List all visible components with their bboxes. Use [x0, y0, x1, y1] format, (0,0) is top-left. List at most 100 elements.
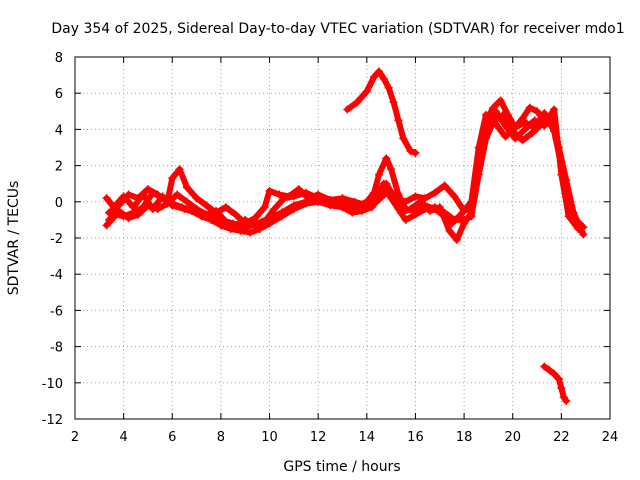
data-point	[557, 384, 566, 393]
data-point	[440, 181, 449, 190]
data-point	[124, 190, 133, 199]
data-point	[143, 201, 152, 210]
series-line	[541, 363, 570, 404]
data-point	[374, 194, 383, 203]
y-tick-label: 6	[55, 87, 63, 102]
data-point	[231, 221, 240, 230]
data-point	[557, 170, 566, 179]
data-point	[379, 74, 388, 83]
data-point	[289, 192, 298, 201]
data-point	[550, 105, 559, 114]
data-point	[294, 185, 303, 194]
data-point	[343, 105, 352, 114]
data-point	[260, 203, 269, 212]
x-tick-label: 12	[310, 430, 327, 445]
data-point	[411, 192, 420, 201]
data-point	[533, 107, 542, 116]
data-point	[367, 203, 376, 212]
data-point	[411, 210, 420, 219]
data-point	[389, 98, 398, 107]
data-point	[231, 210, 240, 219]
y-tick-label: 2	[55, 160, 63, 175]
x-tick-label: 10	[261, 430, 278, 445]
y-tick-label: -8	[50, 341, 63, 356]
data-point	[574, 224, 583, 233]
data-point	[384, 83, 393, 92]
data-point	[520, 118, 529, 127]
data-point	[540, 109, 549, 118]
data-point	[579, 230, 588, 239]
data-point	[182, 183, 191, 192]
data-point	[501, 121, 510, 130]
data-point	[192, 205, 201, 214]
data-point	[491, 107, 500, 116]
data-point	[207, 215, 216, 224]
series-trace-f	[540, 362, 571, 405]
data-point	[314, 194, 323, 203]
data-point	[460, 206, 469, 215]
y-tick-label: 8	[55, 51, 63, 66]
data-series	[102, 67, 588, 405]
data-point	[467, 208, 476, 217]
data-point	[221, 217, 230, 226]
y-tick-label: -4	[50, 268, 63, 283]
plot-frame	[74, 56, 611, 420]
data-point	[163, 199, 172, 208]
data-point	[540, 362, 549, 371]
x-tick-label: 4	[119, 430, 127, 445]
data-point	[241, 215, 250, 224]
data-point	[153, 190, 162, 199]
data-point	[528, 129, 537, 138]
data-point	[530, 116, 539, 125]
data-point	[326, 195, 335, 204]
data-point	[421, 194, 430, 203]
series-trace-e	[343, 67, 420, 157]
data-point	[212, 206, 221, 215]
data-point	[348, 208, 357, 217]
data-point	[426, 206, 435, 215]
data-point	[105, 208, 114, 217]
y-tick-label: -6	[50, 304, 63, 319]
data-point	[411, 148, 420, 157]
data-point	[501, 132, 510, 141]
data-point	[202, 210, 211, 219]
y-axis-label: SDTVAR / TECUs	[6, 181, 22, 296]
data-point	[202, 201, 211, 210]
data-point	[178, 203, 186, 212]
data-point	[406, 147, 415, 156]
data-point	[102, 194, 111, 203]
data-point	[394, 116, 403, 125]
data-point	[250, 221, 259, 230]
data-point	[350, 197, 359, 206]
x-tick-label: 14	[359, 430, 376, 445]
x-tick-label: 22	[553, 430, 570, 445]
x-tick-label: 8	[217, 430, 225, 445]
y-tick-label: -10	[42, 377, 63, 392]
data-point	[182, 197, 191, 206]
data-point	[250, 214, 259, 223]
data-point	[511, 123, 520, 132]
data-point	[450, 215, 459, 224]
data-point	[270, 205, 279, 214]
data-point	[114, 206, 123, 215]
data-point	[481, 110, 490, 119]
data-point	[175, 165, 184, 174]
data-point	[192, 194, 201, 203]
series-trace-d	[105, 105, 583, 244]
data-point	[153, 205, 162, 214]
data-point	[275, 190, 284, 199]
data-point	[511, 134, 520, 143]
data-point	[353, 98, 362, 107]
data-point	[452, 235, 461, 244]
data-point	[260, 217, 269, 226]
data-point	[496, 96, 505, 105]
data-point	[460, 219, 469, 228]
data-point	[357, 206, 366, 215]
data-point	[374, 170, 383, 179]
data-point	[545, 366, 554, 375]
data-point	[387, 165, 396, 174]
data-point	[338, 194, 347, 203]
x-tick-label: 2	[71, 430, 79, 445]
